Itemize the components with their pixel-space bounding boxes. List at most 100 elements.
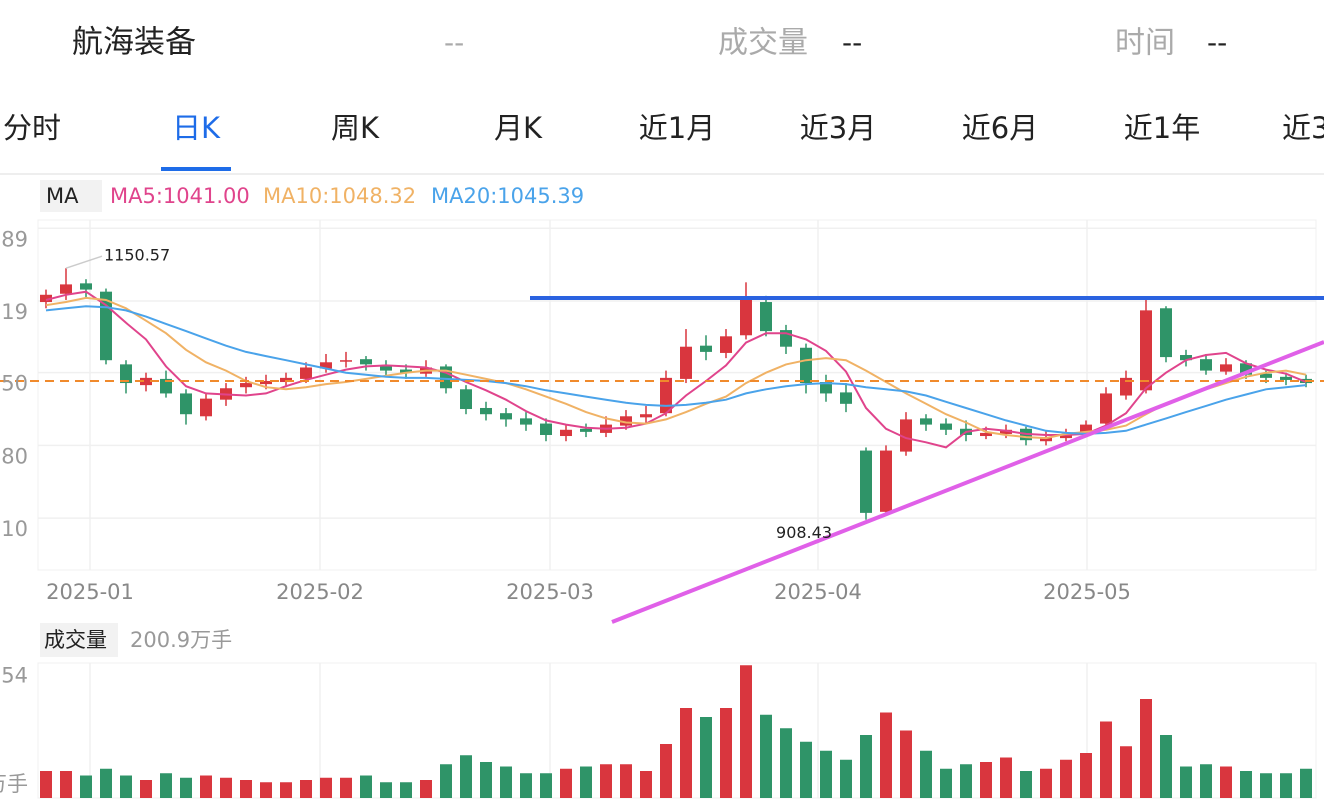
volume-bar [460,755,472,798]
candle-body [680,346,692,379]
volume-bar [1260,773,1272,798]
y-tick-label: 1050 [0,372,28,396]
candle-body [1080,424,1092,434]
tab[interactable]: 分时 [3,111,61,145]
candle-body [1240,363,1252,375]
time-label: 时间 [1115,26,1175,61]
volume-bar [780,728,792,798]
volume-bar [1100,721,1112,798]
price: -- [444,26,464,59]
candle-body [1220,364,1232,372]
candle-body [700,345,712,352]
candle-body [520,418,532,425]
volume-bar [560,768,572,798]
volume-value: -- [842,26,862,59]
volume-bar [580,766,592,798]
volume-bar [1060,759,1072,798]
volume-bar [680,708,692,798]
tab[interactable]: 近3月 [800,111,876,145]
candle-body [280,377,292,383]
legend-entry: MA5:1041.00 [110,184,250,208]
candle-body [500,413,512,420]
candle-body [460,389,472,410]
candle-body [480,407,492,415]
candle-body [740,299,752,336]
volume-bar [840,759,852,798]
volume-bar [120,775,132,798]
volume-bar [100,768,112,798]
volume-bar [1040,768,1052,798]
volume-bar [640,771,652,798]
candle-body [840,392,852,404]
volume-bar [1180,766,1192,798]
volume-bar [900,730,912,798]
volume-bar [740,665,752,798]
candle-body [1120,377,1132,396]
volume-bar [620,764,632,798]
tab[interactable]: 日K [172,111,221,145]
volume-bar [1280,773,1292,798]
candle-body [640,414,652,418]
volume-bar [540,773,552,798]
plot [40,268,1312,798]
volume-bar [920,750,932,798]
volume-frame [37,662,1317,799]
volume-bar [160,773,172,798]
volume-subtitle: 200.9万手 [130,628,232,652]
volume-bar [1220,766,1232,798]
volume-bar [1120,746,1132,798]
y-tick-label: 980 [0,444,28,468]
volume-bar [440,764,452,798]
tab[interactable]: 月K [494,111,543,145]
x-tick-label: 2025-03 [506,580,594,604]
volume-bar [480,762,492,798]
legend-entry: MA20:1045.39 [431,184,584,208]
volume-bar [880,712,892,798]
x-tick-label: 2025-05 [1043,580,1131,604]
volume-bar [60,771,72,798]
candle-body [120,364,132,384]
candle-body [880,450,892,512]
volume-label: 成交量 [718,26,808,61]
volume-bar [860,735,872,798]
tab[interactable]: 近3年 [1282,111,1324,145]
volume-bar [520,773,532,798]
labels: 1189 1119 1050 980 910 2025-01 2025-02 2025-03 2… [0,227,1131,687]
y-tick-label: 1189 [0,227,28,251]
volume-bar [220,777,232,798]
candle-body [200,398,212,417]
volume-bar [800,741,812,798]
ma-badge [40,180,102,212]
candle-body [80,283,92,290]
tab[interactable]: 周K [331,111,380,145]
candle-body [1040,437,1052,442]
candle-body [860,450,872,513]
candle-body [900,419,912,452]
ma-label: MA [46,184,79,208]
candle-body [660,377,672,414]
volume-bar [1140,699,1152,798]
volume-bar [240,780,252,798]
candle-body [800,347,812,384]
volume-bar [940,768,952,798]
tab[interactable]: 近1年 [1124,111,1200,145]
price-frame [37,219,1317,571]
volume-bar [980,762,992,798]
volume-bar [1080,753,1092,798]
volume-bar [1000,757,1012,798]
candle-body [1060,434,1072,439]
volume-bar [1160,735,1172,798]
volume-bar [140,780,152,798]
volume-bar [400,782,412,798]
volume-bar [820,750,832,798]
candle-body [720,336,732,353]
volume-bar [600,764,612,798]
volume-bar [960,764,972,798]
volume-bar [760,714,772,798]
candle-body [320,362,332,369]
tab[interactable]: 近1月 [639,111,715,145]
high-label: 1150.57 [104,246,170,265]
x-tick-label: 2025-04 [774,580,862,604]
time-value: -- [1207,26,1227,59]
tab[interactable]: 近6月 [962,111,1038,145]
